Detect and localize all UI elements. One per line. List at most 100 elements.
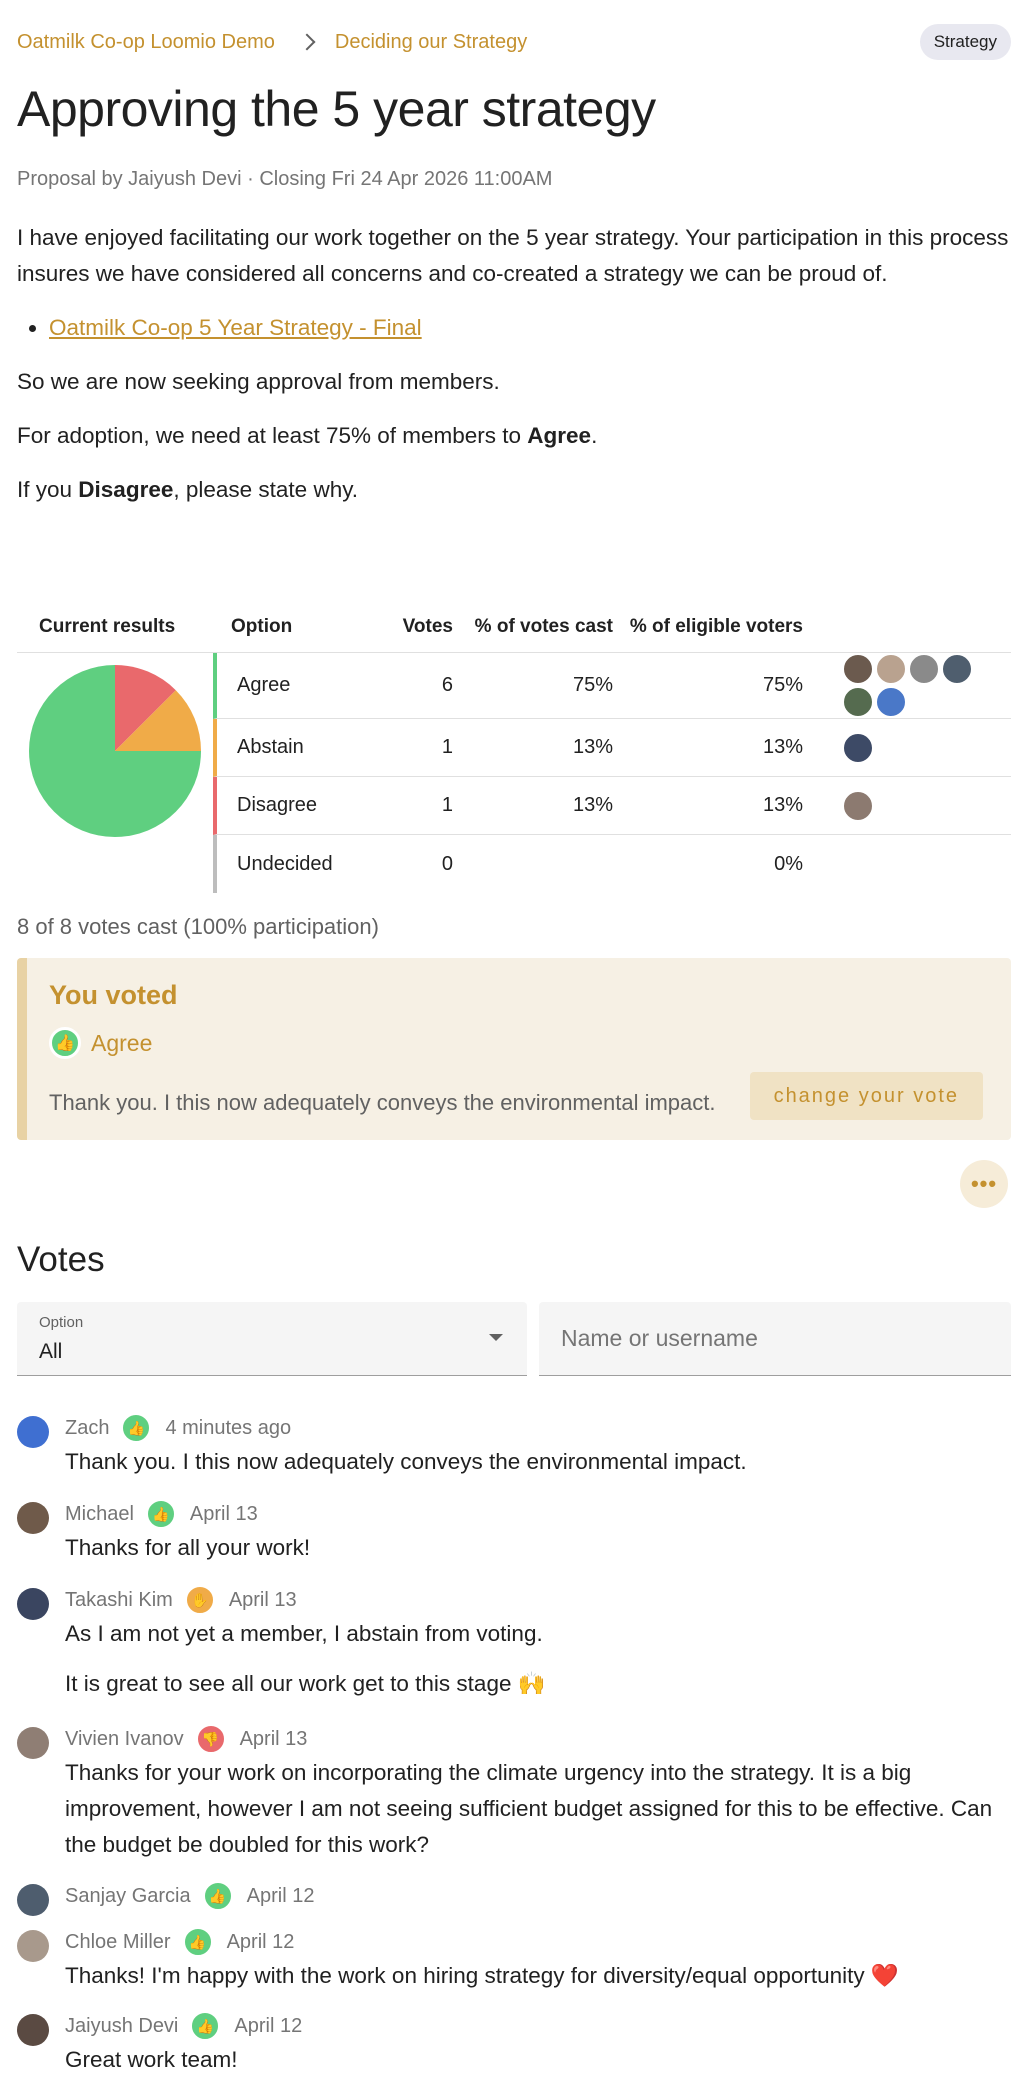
breadcrumb-group-link[interactable]: Oatmilk Co-op Loomio Demo (17, 30, 275, 53)
thumbs-up-icon: 👍 (190, 2011, 221, 2041)
name-search-field[interactable] (539, 1302, 1011, 1376)
result-option: Disagree (237, 794, 318, 816)
result-row: Undecided 0 0% (213, 835, 1011, 893)
avatar[interactable] (876, 654, 906, 684)
hand-icon: ✋ (184, 1585, 215, 1615)
thumbs-up-icon: 👍 (202, 1881, 233, 1911)
avatar[interactable] (843, 790, 873, 821)
option-filter-select[interactable]: Option All (17, 1302, 527, 1376)
your-vote-reason: Thank you. I this now adequately conveys… (49, 1090, 716, 1115)
voter-name[interactable]: Takashi Kim (65, 1588, 173, 1611)
your-vote-card: You voted 👍 Agree Thank you. I this now … (17, 958, 1011, 1140)
header-option: Option (231, 616, 293, 637)
strategy-document-link[interactable]: Oatmilk Co-op 5 Year Strategy - Final (49, 315, 422, 340)
pie-chart-cell (17, 653, 213, 898)
vote-reason: Great work team! (65, 2042, 1011, 2078)
avatar[interactable] (17, 1502, 49, 1534)
vote-item: Sanjay Garcia 👍 April 12 (17, 1880, 1011, 1916)
vote-reason: Thank you. I this now adequately conveys… (65, 1444, 1011, 1480)
voter-name[interactable]: Vivien Ivanov (65, 1727, 184, 1750)
results-table: Current results Option Votes % of votes … (17, 583, 1011, 898)
vote-timestamp[interactable]: April 13 (228, 1588, 297, 1611)
voter-name[interactable]: Chloe Miller (65, 1930, 171, 1953)
result-voters (803, 732, 973, 763)
avatar[interactable] (843, 654, 873, 684)
avatar[interactable] (909, 654, 939, 684)
vote-timestamp[interactable]: April 12 (226, 1930, 295, 1953)
vote-timestamp[interactable]: 4 minutes ago (165, 1416, 292, 1439)
result-row: Abstain 1 13% 13% (213, 719, 1011, 777)
avatar[interactable] (17, 1727, 49, 1759)
result-voters (803, 790, 973, 821)
result-row: Disagree 1 13% 13% (213, 777, 1011, 835)
header-votes: Votes (402, 616, 453, 637)
avatar[interactable] (17, 1930, 49, 1962)
option-filter-label: Option (39, 1314, 84, 1331)
voter-name[interactable]: Michael (65, 1502, 134, 1525)
votes-filters: Option All (17, 1302, 1011, 1376)
result-pct-eligible: 75% (762, 674, 803, 696)
vote-reason-paragraph: Thanks! I'm happy with the work on hirin… (65, 1963, 899, 1988)
option-filter-value: All (39, 1340, 63, 1363)
breadcrumb-thread-link[interactable]: Deciding our Strategy (334, 30, 528, 53)
vote-item: Michael 👍 April 13 Thanks for all your work… (17, 1498, 1011, 1580)
vote-header: Michael 👍 April 13 (65, 1498, 1011, 1530)
voter-name[interactable]: Zach (65, 1416, 110, 1439)
pie-slice-disagree (115, 665, 176, 751)
result-votes: 0 (441, 852, 453, 875)
change-vote-button[interactable]: change your vote (749, 1072, 983, 1120)
caret-down-icon (489, 1334, 503, 1341)
avatar[interactable] (17, 1416, 49, 1448)
avatar[interactable] (17, 1588, 49, 1620)
vote-header: Sanjay Garcia 👍 April 12 (65, 1880, 1011, 1912)
vote-reason-paragraph: Thanks for your work on incorporating th… (65, 1760, 993, 1857)
voter-name[interactable]: Sanjay Garcia (65, 1884, 191, 1907)
vote-timestamp[interactable]: April 12 (246, 1884, 315, 1907)
avatar[interactable] (17, 1884, 49, 1916)
vote-reason: Thanks for your work on incorporating th… (65, 1755, 1011, 1863)
avatar[interactable] (843, 687, 873, 717)
vote-reason-paragraph: Great work team! (65, 2047, 238, 2072)
pie-slice-abstain (115, 690, 201, 751)
header-current-results: Current results (39, 616, 176, 637)
avatar[interactable] (876, 687, 906, 717)
avatar[interactable] (843, 732, 873, 763)
vote-header: Zach 👍 4 minutes ago (65, 1412, 1011, 1444)
avatar[interactable] (17, 2014, 49, 2046)
description-intro: I have enjoyed facilitating our work tog… (17, 225, 1009, 286)
adoption-emphasis: Agree (527, 423, 592, 448)
header-pct-cast: % of votes cast (474, 616, 613, 637)
result-pct-eligible: 0% (774, 852, 803, 875)
vote-item: Chloe Miller 👍 April 12 Thanks! I'm happy w… (17, 1926, 1011, 2008)
page-title: Approving the 5 year strategy (17, 81, 656, 137)
results-body: Agree 6 75% 75% Abstain 1 13% 13% Disagree 1 13% 13… (17, 653, 1011, 898)
thumbs-down-icon: 👎 (195, 1724, 226, 1754)
results-rows: Agree 6 75% 75% Abstain 1 13% 13% Disagree 1 13% 13… (213, 653, 1011, 898)
votes-heading: Votes (17, 1240, 105, 1279)
your-vote-choice-label: Agree (91, 1029, 153, 1056)
result-row: Agree 6 75% 75% (213, 653, 1011, 719)
adoption-end: . (591, 423, 598, 448)
vote-timestamp[interactable]: April 13 (189, 1502, 258, 1525)
vote-item: Jaiyush Devi 👍 April 12 Great work team! (17, 2010, 1011, 2092)
vote-item: Takashi Kim ✋ April 13 As I am not yet a me… (17, 1584, 1011, 1716)
result-votes: 6 (441, 674, 453, 696)
more-options-button[interactable]: ••• (960, 1160, 1008, 1208)
vote-reason-paragraph: As I am not yet a member, I abstain from… (65, 1621, 543, 1646)
vote-reason: Thanks! I'm happy with the work on hirin… (65, 1958, 1011, 1994)
vote-reason-paragraph: It is great to see all our work get to t… (65, 1671, 546, 1696)
vote-timestamp[interactable]: April 13 (239, 1727, 308, 1750)
breadcrumb: Oatmilk Co-op Loomio Demo Deciding our S… (17, 24, 1011, 60)
avatar[interactable] (942, 654, 972, 684)
tag-chip[interactable]: Strategy (919, 24, 1011, 60)
voter-name[interactable]: Jaiyush Devi (65, 2014, 179, 2037)
description-seeking: So we are now seeking approval from memb… (17, 369, 500, 394)
result-option: Abstain (237, 736, 304, 758)
header-pct-eligible: % of eligible voters (629, 616, 803, 637)
participation-summary: 8 of 8 votes cast (100% participation) (17, 914, 379, 939)
vote-timestamp[interactable]: April 12 (234, 2014, 303, 2037)
vote-header: Chloe Miller 👍 April 12 (65, 1926, 1011, 1958)
name-search-input[interactable] (559, 1320, 959, 1356)
result-option: Undecided (237, 852, 333, 875)
